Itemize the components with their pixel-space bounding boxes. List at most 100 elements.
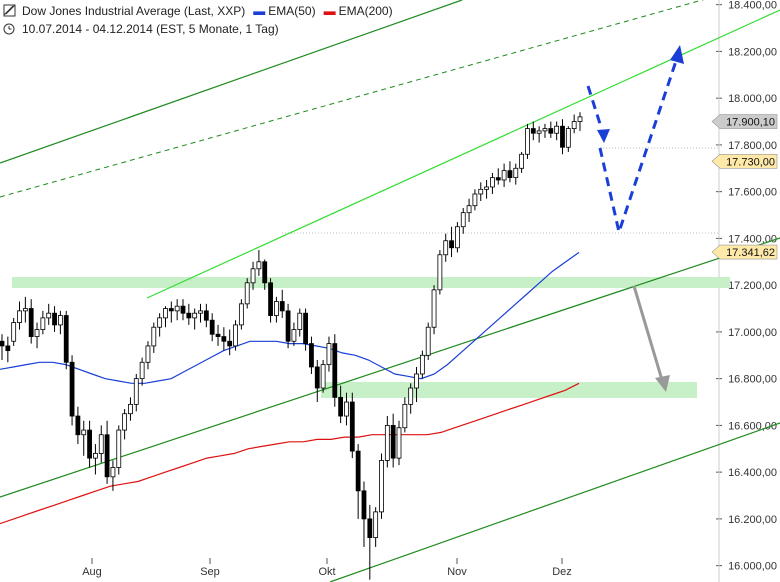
price-label-text: 17.341,62 [726,247,775,259]
price-label-box [711,114,778,129]
candle-body-up [443,240,449,256]
candle [256,250,262,276]
y-tick-label: 17.800,00 [728,140,777,152]
candle-body-down [5,345,11,352]
candle-body-up [565,128,571,148]
candle-body-up [414,373,419,389]
ema200-legend-label: EMA(200) [339,4,393,18]
candle [314,359,320,403]
candle [203,303,209,328]
candle-body-up [57,315,63,326]
candle [437,250,443,295]
candle [5,336,11,363]
candle-body-down [227,340,233,347]
candle-body-down [361,490,367,520]
y-tick-label: 16.000,00 [728,561,777,573]
candle-body-down [268,282,273,316]
candle-body-up [554,125,560,134]
candle [379,453,384,519]
candle [466,198,472,223]
candle-body-up [93,453,98,459]
candle-body-down [285,310,291,342]
candle-body-up [571,121,577,129]
candle [233,320,238,351]
projection-arrows [586,45,684,392]
candle-body-down [69,361,75,417]
candle [52,306,57,332]
candle [180,299,186,321]
candle-body-up [250,268,256,284]
candle [431,285,437,335]
candle [519,151,525,173]
candle [163,306,168,328]
candle-body-down [560,125,565,148]
candle-body-down [279,301,285,312]
candle-body-down [314,366,320,389]
channel-light-line [146,9,780,299]
candle [244,278,250,309]
candle-body-up [198,310,203,314]
x-tick-label: Nov [447,566,467,578]
candle [542,123,548,138]
candle-body-up [525,128,530,155]
candle [361,481,367,547]
chart-title: Dow Jones Industrial Average (Last, XXP)… [22,4,393,18]
candle [268,278,273,323]
candle [536,126,542,143]
candle-body-down [390,424,396,459]
y-tick-label: 17.600,00 [728,187,777,199]
candle [274,296,279,323]
candle [478,182,484,202]
candle-body-up [384,424,390,461]
candle [46,303,52,325]
candle [69,355,75,426]
candle-body-down [87,429,92,459]
candle [139,357,145,386]
candle-body-up [122,413,128,431]
candle [454,222,460,253]
candle [128,397,133,421]
candle [122,409,128,440]
candle [11,317,17,346]
price-label-current: 17.900,10 [711,114,778,129]
candle-body-up [192,312,198,319]
candle [291,322,297,346]
candle-body-up [34,329,40,337]
x-tick-label: Sep [200,566,220,578]
candle [326,336,332,372]
candle-body-up [11,322,17,342]
projection-path-blue [586,85,603,128]
candle [40,310,46,335]
candle [390,413,396,468]
candle-body-up [238,303,244,326]
candle-body-down [215,333,221,337]
candle [104,420,110,484]
candle-body-up [291,329,297,342]
candlestick-series [0,112,583,580]
projection-path-blue-down [598,54,680,238]
candle [367,504,373,580]
candle [227,329,233,356]
y-tick-label: 18.400,00 [728,0,777,12]
ema50-line [0,251,580,384]
candle-body-up [419,354,425,375]
candle [373,507,379,547]
candle [419,350,425,379]
candle [238,299,244,330]
candle [215,324,221,346]
candle-body-up [244,282,250,305]
candle [75,406,81,445]
channel-upper-dark-line [0,0,463,164]
candle [425,322,431,360]
candle [63,310,69,370]
candle-body-down [203,310,209,321]
candle-body-down [349,401,355,452]
candle-body-up [478,188,484,195]
candle-body-up [98,434,104,454]
candle [396,420,402,466]
candle [320,359,326,393]
price-label-text: 17.730,00 [726,156,775,168]
candle-body-up [256,261,262,270]
candle [209,313,215,342]
candle [560,119,565,155]
